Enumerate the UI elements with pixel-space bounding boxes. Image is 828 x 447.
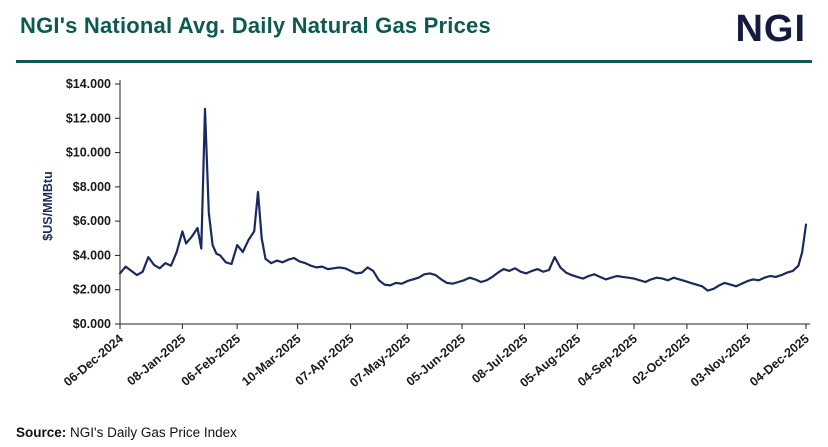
ngi-logo: NGI bbox=[735, 8, 806, 50]
svg-text:$4.000: $4.000 bbox=[73, 248, 111, 262]
svg-text:07-May-2025: 07-May-2025 bbox=[347, 332, 413, 391]
header-divider bbox=[16, 60, 812, 63]
chart-container: $US/MMBtu $0.000 $2.000 $4.000 $6.000 $8.000… bbox=[28, 66, 816, 406]
price-line-chart: $US/MMBtu $0.000 $2.000 $4.000 $6.000 $8.000… bbox=[41, 77, 812, 391]
svg-text:04-Sep-2025: 04-Sep-2025 bbox=[575, 332, 640, 390]
svg-text:08-Jan-2025: 08-Jan-2025 bbox=[124, 332, 188, 389]
header: NGI's National Avg. Daily Natural Gas Pr… bbox=[0, 0, 828, 60]
footer: Source: NGI's Daily Gas Price Index bbox=[16, 425, 237, 440]
svg-text:06-Dec-2024: 06-Dec-2024 bbox=[61, 332, 126, 390]
svg-text:$6.000: $6.000 bbox=[73, 214, 111, 228]
svg-text:$8.000: $8.000 bbox=[73, 180, 111, 194]
svg-text:$12.000: $12.000 bbox=[66, 111, 111, 125]
svg-text:05-Jun-2025: 05-Jun-2025 bbox=[404, 332, 468, 389]
y-axis-title: $US/MMBtu bbox=[41, 171, 55, 240]
svg-text:$10.000: $10.000 bbox=[66, 146, 111, 160]
svg-text:$14.000: $14.000 bbox=[66, 77, 111, 91]
source-text: NGI's Daily Gas Price Index bbox=[66, 425, 237, 440]
source-label: Source: bbox=[16, 425, 67, 440]
price-line bbox=[118, 107, 808, 292]
svg-text:02-Oct-2025: 02-Oct-2025 bbox=[630, 332, 693, 388]
svg-text:$2.000: $2.000 bbox=[73, 283, 111, 297]
svg-text:04-Dec-2025: 04-Dec-2025 bbox=[747, 332, 812, 390]
svg-text:06-Feb-2025: 06-Feb-2025 bbox=[179, 332, 243, 389]
svg-text:$0.000: $0.000 bbox=[73, 317, 111, 331]
svg-text:03-Nov-2025: 03-Nov-2025 bbox=[688, 332, 753, 390]
x-axis: 06-Dec-202408-Jan-202506-Feb-202510-Mar-… bbox=[61, 323, 812, 391]
page-title: NGI's National Avg. Daily Natural Gas Pr… bbox=[20, 13, 491, 38]
y-axis: $0.000 $2.000 $4.000 $6.000 $8.000 $10.000 $12… bbox=[66, 77, 121, 331]
